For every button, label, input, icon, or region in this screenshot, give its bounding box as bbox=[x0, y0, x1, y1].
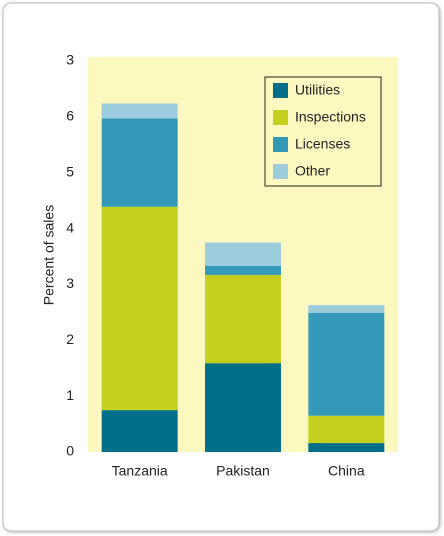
y-tick-label: 3 bbox=[66, 275, 74, 291]
bar-segment bbox=[308, 415, 385, 444]
y-tick-label: 0 bbox=[66, 443, 74, 459]
bar-segment bbox=[308, 312, 385, 416]
bar-segment bbox=[101, 103, 178, 119]
bar-segment bbox=[205, 363, 281, 452]
bar-segment bbox=[308, 305, 385, 313]
bar-segment bbox=[308, 443, 385, 452]
bar-segment bbox=[101, 206, 178, 411]
bar-segment bbox=[205, 242, 281, 266]
x-tick-label: China bbox=[328, 463, 365, 479]
legend-label: Other bbox=[295, 163, 330, 179]
y-tick-label: 6 bbox=[66, 108, 74, 124]
y-axis-label: Percent of sales bbox=[41, 205, 57, 305]
x-tick-label: Pakistan bbox=[216, 463, 270, 479]
legend-swatch bbox=[273, 110, 288, 125]
legend-label: Utilities bbox=[295, 82, 340, 98]
y-tick-label: 3 bbox=[66, 52, 74, 68]
y-tick-label: 2 bbox=[66, 331, 74, 347]
y-tick-label: 4 bbox=[66, 219, 74, 235]
legend-label: Inspections bbox=[295, 109, 366, 125]
bar-segment bbox=[205, 274, 281, 364]
bar-segment bbox=[101, 410, 178, 452]
y-tick-label: 1 bbox=[66, 387, 74, 403]
bar-segment bbox=[205, 265, 281, 275]
bar-segment bbox=[101, 118, 178, 207]
legend-swatch bbox=[273, 164, 288, 179]
y-tick-label: 5 bbox=[66, 163, 74, 179]
legend-label: Licenses bbox=[295, 136, 350, 152]
legend-box bbox=[264, 76, 382, 187]
x-tick-label: Tanzania bbox=[112, 463, 168, 479]
legend-swatch bbox=[273, 137, 288, 152]
legend-swatch bbox=[273, 83, 288, 98]
